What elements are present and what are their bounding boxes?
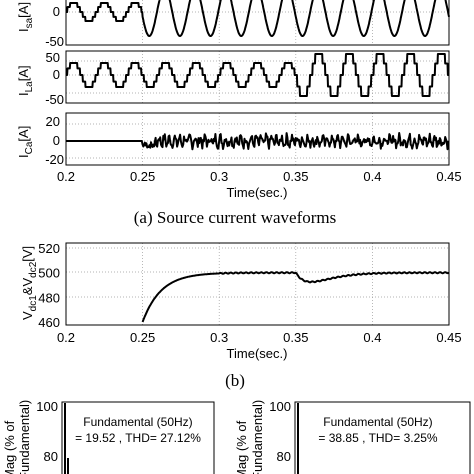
source-current-ylabel: Isa[A] (16, 2, 35, 32)
dc-voltage-frame (65, 242, 450, 326)
load-current-ylabel: ILa[A] (16, 65, 35, 96)
source-current-ytick-0: 0 (53, 4, 60, 19)
spectrum-right-annotation-2: = 38.85 , THD= 3.25% (318, 431, 438, 445)
comp-current-xtick-0.3: 0.3 (210, 169, 228, 184)
load-current-ytick-0: 0 (53, 67, 60, 82)
load-current-ylabel-sub: La (24, 81, 35, 93)
dc-voltage-ylabel-dc2: dc2 (28, 261, 39, 278)
spectrum-right-frame (294, 401, 471, 474)
spectrum-left-panel: 100 80 Mag (% of Fundamental) Fundamenta… (2, 399, 215, 474)
dc-voltage-ytick-520: 520 (38, 241, 60, 256)
caption-a: (a) Source current waveforms (134, 208, 337, 227)
dc-voltage-ylabel-v1: V (20, 311, 35, 320)
dc-voltage-ylabel-unit: [V] (20, 246, 35, 262)
comp-current-ytick-neg20: -20 (45, 152, 64, 167)
comp-current-xticks: 0.2 0.25 0.3 0.35 0.4 0.45 (57, 169, 462, 184)
spectrum-left-annotation-2: = 19.52 , THD= 27.12% (75, 431, 201, 445)
load-current-grid (66, 51, 449, 103)
spectrum-right-panel: 100 80 Mag (% of Fundamental) Fundamenta… (234, 399, 471, 474)
load-current-panel: 50 0 -50 ILa[A] (16, 50, 450, 107)
source-current-ytick-neg50: -50 (45, 34, 64, 49)
dc-voltage-xtick-0.25: 0.25 (130, 330, 155, 345)
comp-current-xtick-0.2: 0.2 (57, 169, 75, 184)
source-current-frame (65, 0, 450, 46)
dc-voltage-xtick-0.4: 0.4 (363, 330, 381, 345)
comp-current-ylabel-main: I (16, 154, 31, 158)
spectrum-left-ytick-80: 80 (44, 449, 58, 464)
source-current-waveform (65, 0, 450, 37)
spectrum-right-ylabel-1: Mag (% of (234, 420, 249, 474)
dc-voltage-ytick-460: 460 (38, 315, 60, 330)
dc-voltage-grid (66, 243, 449, 325)
spectrum-left-frame (61, 401, 215, 474)
comp-current-xtick-0.35: 0.35 (283, 169, 308, 184)
load-current-ylabel-main: I (16, 92, 31, 96)
comp-current-panel: 20 0 -20 ICa[A] 0.2 0.25 0.3 0.35 0.4 0.45 Ti… (16, 112, 462, 200)
dc-voltage-ylabel: Vdc1&Vdc2[V] (20, 246, 39, 320)
dc-voltage-panel: 520 500 480 460 Vdc1&Vdc2[V] 0.2 0.25 0.3 0.35… (20, 241, 462, 361)
dc-voltage-ytick-500: 500 (38, 266, 60, 281)
comp-current-ylabel-sub: Ca (24, 141, 35, 154)
source-current-ylabel-sub: sa (24, 17, 35, 28)
load-current-waveform (65, 53, 450, 97)
load-current-ytick-neg50: -50 (45, 92, 64, 107)
load-current-ylabel-unit: [A] (16, 65, 31, 81)
spectrum-right-ytick-100: 100 (269, 399, 291, 414)
spectrum-right-annotation-1: Fundamental (50Hz) (323, 415, 432, 429)
comp-current-ylabel: ICa[A] (16, 126, 35, 158)
dc-voltage-ylabel-amp: &V (20, 278, 35, 296)
spectrum-left-ylabel-1: Mag (% of (2, 420, 17, 474)
dc-voltage-xticks: 0.2 0.25 0.3 0.35 0.4 0.45 (57, 330, 462, 345)
spectrum-left-annotation-1: Fundamental (50Hz) (83, 415, 192, 429)
spectrum-right-ytick-80: 80 (277, 449, 291, 464)
dc-voltage-curve (141, 271, 450, 323)
comp-current-ylabel-unit: [A] (16, 126, 31, 142)
comp-current-waveform (65, 132, 450, 151)
dc-voltage-xtick-0.2: 0.2 (57, 330, 75, 345)
load-current-frame (65, 50, 450, 104)
comp-current-ytick-20: 20 (46, 114, 60, 129)
comp-current-xtick-0.45: 0.45 (436, 169, 461, 184)
dc-voltage-xtick-0.45: 0.45 (436, 330, 461, 345)
spectrum-left-ylabel-2: Fundamental) (17, 400, 32, 474)
caption-b: (b) (225, 371, 245, 390)
comp-current-ytick-0: 0 (53, 133, 60, 148)
source-current-grid (66, 0, 449, 45)
dc-voltage-ytick-480: 480 (38, 290, 60, 305)
dc-voltage-xtick-0.35: 0.35 (283, 330, 308, 345)
source-current-ylabel-unit: [A] (16, 2, 31, 18)
comp-current-xlabel: Time(sec.) (227, 185, 288, 200)
dc-voltage-xlabel: Time(sec.) (227, 346, 288, 361)
comp-current-xtick-0.25: 0.25 (130, 169, 155, 184)
source-current-ylabel-main: I (16, 28, 31, 32)
dc-voltage-yticks: 520 500 480 460 (38, 241, 60, 330)
comp-current-xtick-0.4: 0.4 (363, 169, 381, 184)
dc-voltage-ylabel-dc1: dc1 (28, 295, 39, 312)
dc-voltage-xtick-0.3: 0.3 (210, 330, 228, 345)
spectrum-right-ylabel-2: Fundamental) (250, 400, 265, 474)
comp-current-frame (65, 112, 450, 166)
spectrum-left-ytick-100: 100 (36, 399, 58, 414)
load-current-ytick-50: 50 (46, 50, 60, 65)
source-current-panel: 0 -50 Isa[A] (16, 0, 450, 49)
